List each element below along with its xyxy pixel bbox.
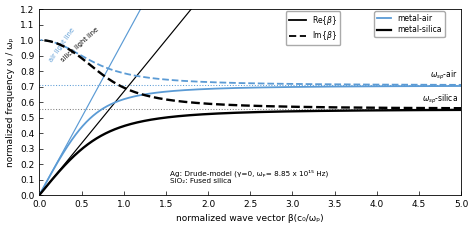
Text: Ag: Drude-model (γ=0, ωₚ= 8.85 x 10¹⁵ Hz)
SiO₂: Fused silica: Ag: Drude-model (γ=0, ωₚ= 8.85 x 10¹⁵ Hz… [170,170,328,184]
Text: $\omega_{sp}$-silica: $\omega_{sp}$-silica [422,93,458,106]
Text: $\omega_{sp}$-air: $\omega_{sp}$-air [430,69,458,82]
Y-axis label: normalized frequency ω / ωₚ: normalized frequency ω / ωₚ [6,37,15,167]
Text: silica light line: silica light line [60,26,100,63]
X-axis label: normalized wave vector β(c₀/ωₚ): normalized wave vector β(c₀/ωₚ) [176,214,324,224]
Legend: metal-air, metal-silica: metal-air, metal-silica [374,11,445,37]
Text: air light line: air light line [48,27,76,63]
